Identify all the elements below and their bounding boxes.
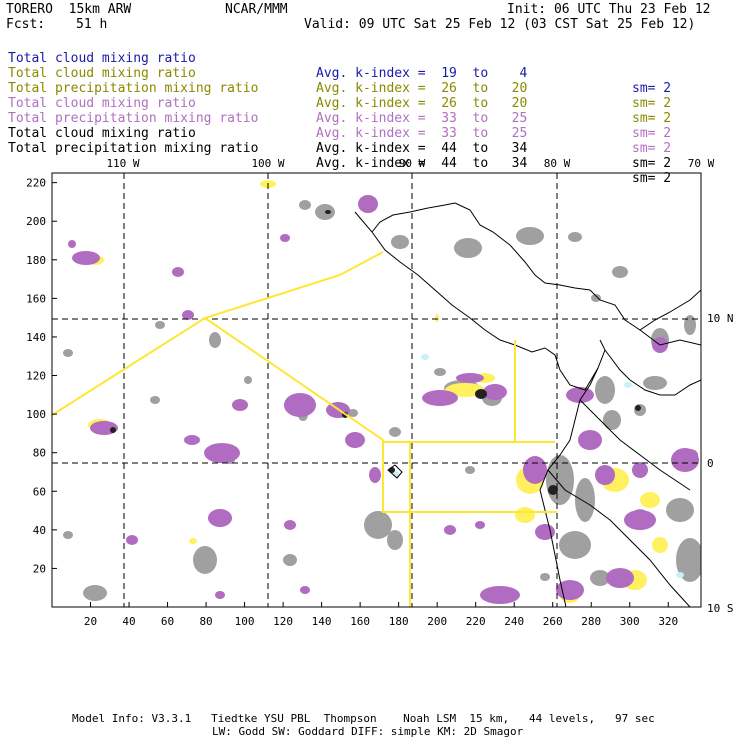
legend-sm: sm= 2	[632, 126, 672, 141]
left-tick-label: 200	[26, 215, 46, 228]
lon-label-90w: 90 W	[399, 157, 426, 170]
legend-sm: sm= 2	[632, 171, 672, 186]
legend-field: Total cloud mixing ratio	[8, 51, 196, 66]
legend-sm: sm= 2	[632, 81, 672, 96]
legend-sm: sm= 2	[632, 156, 672, 171]
legend-field: Total precipitation mixing ratio	[8, 141, 259, 156]
coastlines	[354, 202, 701, 607]
lon-label-100w: 100 W	[251, 157, 284, 170]
lon-label-80w: 80 W	[544, 157, 571, 170]
left-tick-labels: 20 40 60 80 100 120 140 160 180 200 220	[26, 177, 46, 576]
bottom-tick-label: 280	[581, 615, 601, 628]
left-tick-label: 20	[33, 562, 46, 575]
bottom-tick-label: 180	[389, 615, 409, 628]
lat-lon-grid	[52, 173, 701, 607]
bottom-tick-label: 140	[312, 615, 332, 628]
left-tick-label: 220	[26, 177, 46, 190]
lat-label-10n: 10 N	[707, 312, 734, 325]
legend-field: Total precipitation mixing ratio	[8, 81, 259, 96]
bottom-tick-label: 220	[466, 615, 486, 628]
left-tick-label: 140	[26, 331, 46, 344]
left-tick-label: 120	[26, 370, 46, 383]
left-tick-label: 100	[26, 408, 46, 421]
init-time: Init: 06 UTC Thu 23 Feb 12	[507, 2, 711, 17]
legend-row-5: Total precipitation mixing ratio Avg. k-…	[0, 96, 671, 156]
bottom-tick-label: 100	[235, 615, 255, 628]
bottom-tick-label: 20	[84, 615, 97, 628]
lon-label-110w: 110 W	[106, 157, 139, 170]
bottom-tick-label: 120	[273, 615, 293, 628]
bottom-tick-labels: 20 40 60 80 100 120 140 160 180 200 220 240 260 280 30…	[84, 615, 678, 628]
bottom-tick-label: 320	[658, 615, 678, 628]
model-info-line-1: Model Info: V3.3.1 Tiedtke YSU PBL Thomp…	[72, 712, 655, 725]
lat-label-10s: 10 S	[707, 602, 734, 615]
legend-index: Avg. k-index = 26 to 20	[316, 96, 528, 111]
legend-row-6: Total cloud mixing ratio Avg. k-index = …	[0, 111, 671, 171]
legend-field: Total cloud mixing ratio	[8, 96, 196, 111]
bottom-tick-label: 60	[161, 615, 174, 628]
model-info-line-2: LW: Godd SW: Goddard DIFF: simple KM: 2D…	[212, 725, 524, 738]
left-tick-label: 80	[33, 447, 46, 460]
bottom-tick-label: 160	[350, 615, 370, 628]
legend-sm: sm= 2	[632, 111, 672, 126]
model-name: TORERO 15km ARW	[6, 2, 132, 17]
lon-label-70w: 70 W	[688, 157, 715, 170]
cyan-cells	[393, 354, 684, 578]
lat-label-0: 0	[707, 457, 714, 470]
gray-cloud-cells	[63, 200, 701, 601]
legend-row-1: Total cloud mixing ratio Avg. k-index = …	[0, 36, 671, 96]
legend-sm: sm= 2	[632, 96, 672, 111]
bottom-tick-label: 40	[122, 615, 135, 628]
legend-index: Avg. k-index = 44 to 34	[316, 141, 528, 156]
map-field-layer	[52, 173, 701, 607]
left-tick-label: 40	[33, 524, 46, 537]
left-tick-label: 160	[26, 292, 46, 305]
forecast-hours: 51 h	[76, 17, 108, 32]
legend-field: Total cloud mixing ratio	[8, 66, 196, 81]
left-tick-label: 180	[26, 254, 46, 267]
center-name: NCAR/MMM	[225, 2, 288, 17]
left-tick-marks	[52, 182, 57, 569]
legend-index: Avg. k-index = 33 to 25	[316, 126, 528, 141]
legend-field: Total precipitation mixing ratio	[8, 111, 259, 126]
legend-index: Avg. k-index = 44 to 34	[316, 156, 528, 171]
bottom-tick-label: 260	[543, 615, 563, 628]
bottom-tick-label: 240	[504, 615, 524, 628]
valid-time: Valid: 09 UTC Sat 25 Feb 12 (03 CST Sat …	[304, 17, 696, 32]
legend-index: Avg. k-index = 19 to 4	[316, 66, 528, 81]
legend-row-2: Total cloud mixing ratio Avg. k-index = …	[0, 51, 671, 111]
legend-field: Total cloud mixing ratio	[8, 126, 196, 141]
legend-sm: sm= 2	[632, 141, 672, 156]
legend-index: Avg. k-index = 33 to 25	[316, 111, 528, 126]
legend-row-7: Total precipitation mixing ratio Avg. k-…	[0, 126, 671, 186]
flight-track	[52, 251, 557, 607]
bottom-tick-label: 300	[620, 615, 640, 628]
legend-row-3: Total precipitation mixing ratio Avg. k-…	[0, 66, 671, 126]
left-tick-label: 60	[33, 485, 46, 498]
bottom-tick-label: 80	[199, 615, 212, 628]
bottom-tick-marks	[90, 602, 669, 607]
forecast-label: Fcst:	[6, 17, 46, 32]
legend-index: Avg. k-index = 26 to 20	[316, 81, 528, 96]
bottom-tick-label: 200	[427, 615, 447, 628]
legend-row-4: Total cloud mixing ratio Avg. k-index = …	[0, 81, 671, 141]
map-frame	[51, 172, 702, 608]
